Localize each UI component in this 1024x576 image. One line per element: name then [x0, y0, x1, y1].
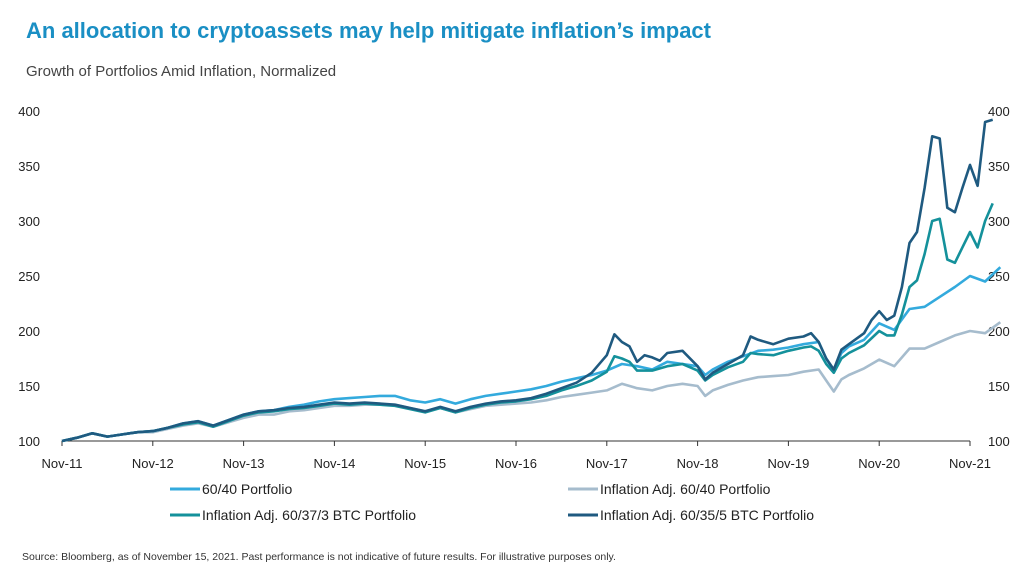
y-tick-label-left: 350	[18, 159, 40, 174]
x-tick-label: Nov-14	[313, 456, 355, 471]
legend-label: Inflation Adj. 60/37/3 BTC Portfolio	[202, 507, 416, 523]
legend-label: Inflation Adj. 60/35/5 BTC Portfolio	[600, 507, 814, 523]
y-tick-label-right: 400	[988, 104, 1010, 119]
y-tick-label-left: 100	[18, 434, 40, 449]
y-tick-label-left: 250	[18, 269, 40, 284]
series-line-2	[61, 202, 994, 443]
chart-title: An allocation to cryptoassets may help m…	[26, 18, 711, 43]
y-tick-label-right: 150	[988, 379, 1010, 394]
x-tick-label: Nov-19	[767, 456, 809, 471]
legend-label: 60/40 Portfolio	[202, 481, 292, 497]
x-tick-label: Nov-11	[42, 456, 83, 471]
x-tick-label: Nov-15	[404, 456, 446, 471]
y-tick-label-right: 200	[988, 324, 1010, 339]
x-tick-label: Nov-16	[495, 456, 537, 471]
series-line-0	[61, 266, 1002, 443]
x-tick-label: Nov-17	[586, 456, 628, 471]
y-tick-label-left: 300	[18, 214, 40, 229]
x-tick-label: Nov-12	[132, 456, 174, 471]
x-tick-label: Nov-13	[223, 456, 265, 471]
y-tick-label-left: 150	[18, 379, 40, 394]
source-note: Source: Bloomberg, as of November 15, 20…	[22, 551, 616, 563]
chart-subtitle: Growth of Portfolios Amid Inflation, Nor…	[26, 63, 337, 80]
y-tick-label-right: 350	[988, 159, 1010, 174]
y-tick-label-left: 400	[18, 104, 40, 119]
y-tick-label-right: 100	[988, 434, 1010, 449]
y-tick-label-left: 200	[18, 324, 40, 339]
series-line-3	[61, 118, 994, 443]
y-tick-label-right: 300	[988, 214, 1010, 229]
x-tick-label: Nov-20	[858, 456, 900, 471]
x-tick-label: Nov-18	[677, 456, 719, 471]
x-tick-label: Nov-21	[949, 456, 991, 471]
legend-label: Inflation Adj. 60/40 Portfolio	[600, 481, 771, 497]
